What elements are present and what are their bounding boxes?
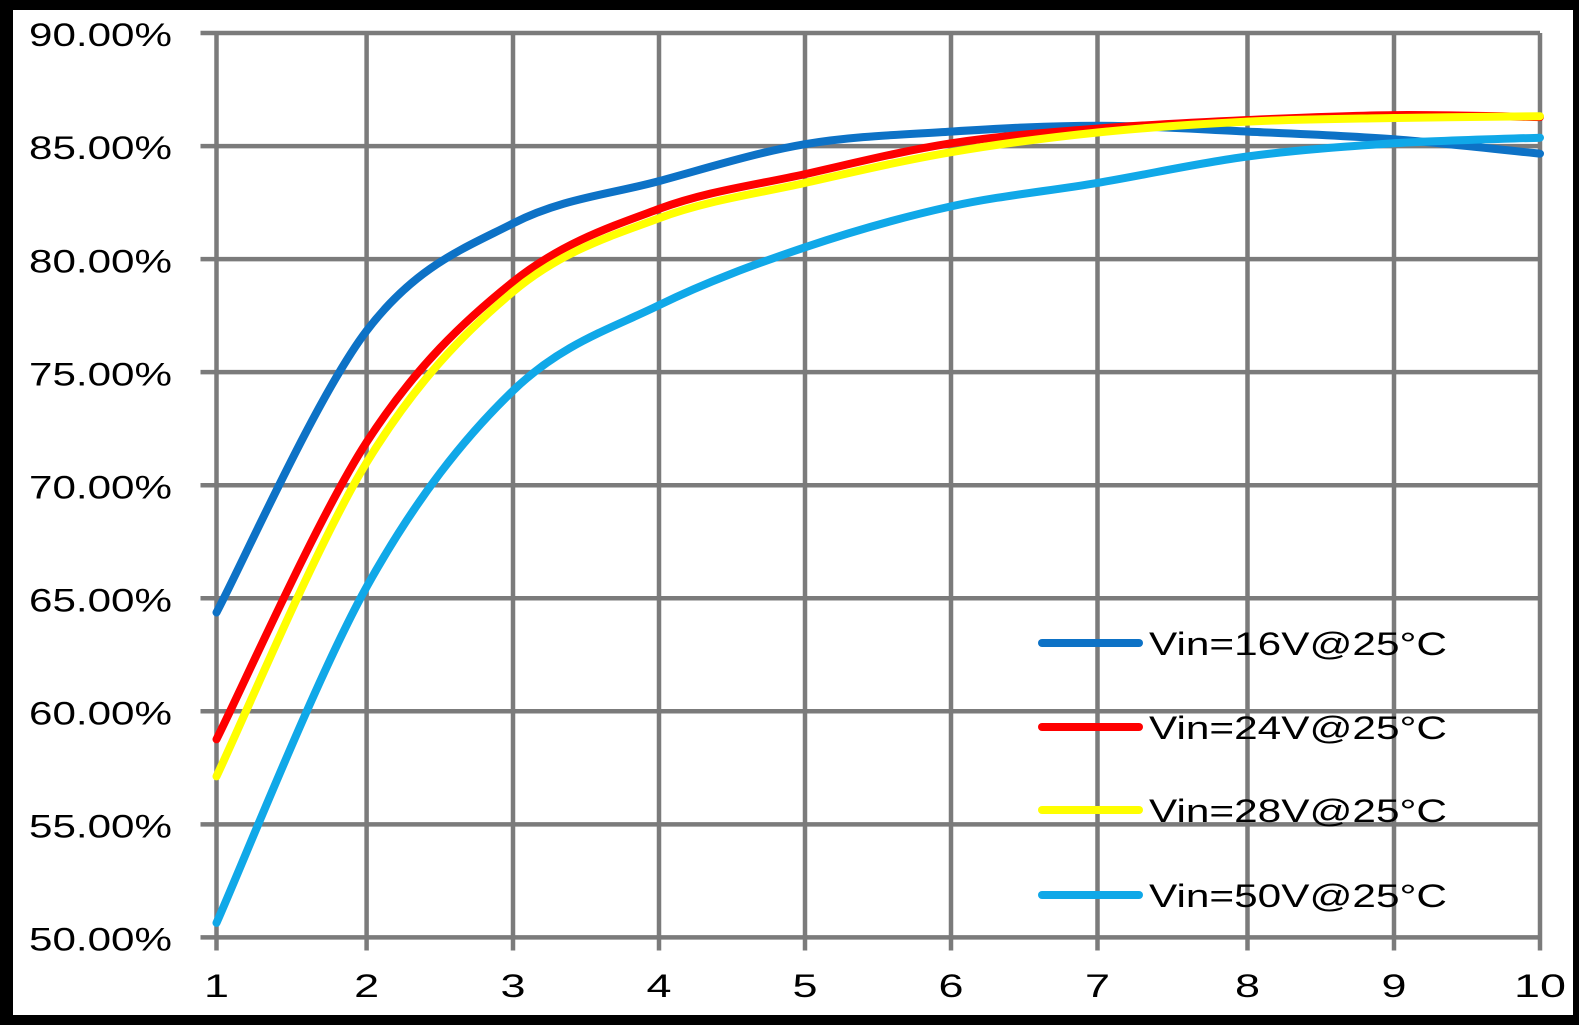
svg-text:Vin=50V@25°C: Vin=50V@25°C — [1149, 878, 1447, 914]
svg-text:80.00%: 80.00% — [29, 243, 172, 279]
svg-text:7: 7 — [1085, 968, 1110, 1004]
svg-text:65.00%: 65.00% — [29, 583, 172, 619]
svg-text:9: 9 — [1382, 968, 1407, 1004]
svg-text:1: 1 — [204, 968, 229, 1004]
svg-text:Vin=24V@25°C: Vin=24V@25°C — [1149, 710, 1447, 746]
svg-text:5: 5 — [793, 968, 818, 1004]
svg-text:70.00%: 70.00% — [29, 469, 172, 505]
svg-text:50.00%: 50.00% — [29, 922, 172, 958]
svg-text:60.00%: 60.00% — [29, 696, 172, 732]
svg-text:Vin=16V@25°C: Vin=16V@25°C — [1149, 626, 1447, 662]
svg-text:8: 8 — [1235, 968, 1260, 1004]
svg-text:2: 2 — [354, 968, 379, 1004]
svg-text:75.00%: 75.00% — [29, 356, 172, 392]
svg-text:90.00%: 90.00% — [29, 17, 172, 53]
svg-text:55.00%: 55.00% — [29, 809, 172, 845]
svg-text:3: 3 — [501, 968, 526, 1004]
svg-text:4: 4 — [647, 968, 672, 1004]
svg-text:Vin=28V@25°C: Vin=28V@25°C — [1149, 793, 1447, 829]
svg-text:85.00%: 85.00% — [29, 130, 172, 166]
svg-text:10: 10 — [1514, 968, 1566, 1004]
svg-text:6: 6 — [939, 968, 964, 1004]
